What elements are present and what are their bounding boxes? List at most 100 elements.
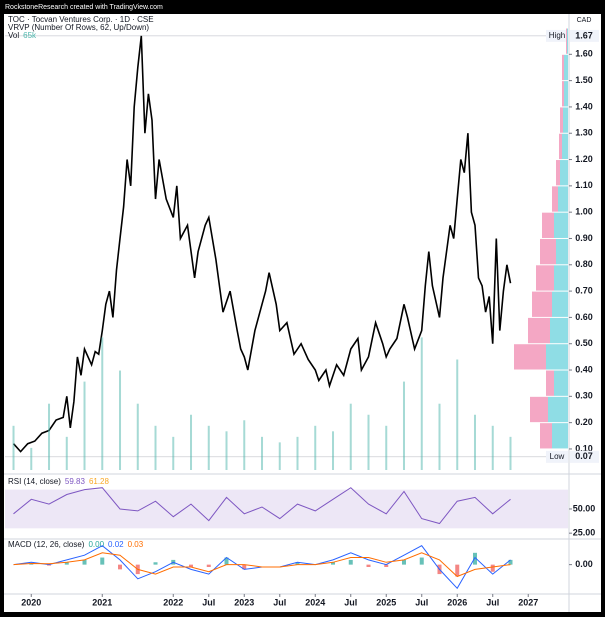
profile-up (546, 344, 568, 370)
y-tick-label: 1.50 (575, 75, 593, 85)
pane-legend: Vol 65k (8, 31, 37, 40)
pane-legend: TOC · Tocvan Ventures Corp. · 1D · CSE (8, 15, 154, 24)
volume-bar (385, 425, 388, 470)
y-tick-label: 25.00 (573, 528, 596, 538)
profile-down (559, 133, 562, 160)
pane-reading: 59.83 (65, 477, 86, 486)
volume-bar (456, 359, 459, 470)
y-unit: CAD (577, 17, 592, 24)
volume-bar (136, 403, 139, 470)
profile-up (552, 291, 568, 317)
price-line (12, 35, 512, 453)
macd-hist (348, 559, 353, 565)
y-tick-label: 0.90 (575, 233, 593, 243)
volume-bar (119, 370, 122, 470)
macd-hist (47, 564, 52, 566)
macd-hist (189, 564, 194, 567)
macd-hist (490, 564, 495, 572)
pane-title: TOC · Tocvan Ventures Corp. · 1D · CSE (8, 15, 154, 24)
signal-line (13, 552, 511, 578)
y-tick-label: 1.10 (575, 180, 593, 190)
profile-down (566, 28, 567, 54)
x-tick-label: Jul (273, 597, 286, 607)
volume-bar (296, 436, 299, 470)
y-tick-label: 1.60 (575, 49, 593, 59)
profile-up (564, 54, 568, 81)
profile-down (562, 81, 564, 107)
macd-hist (401, 559, 406, 565)
macd-hist (295, 562, 300, 565)
macd-hist (384, 564, 389, 567)
profile-down (560, 107, 563, 133)
pane-reading: 61.28 (89, 477, 110, 486)
volume-bar (243, 420, 246, 470)
profile-down (542, 212, 554, 238)
profile-down (536, 265, 554, 291)
y-tick-label: 1.00 (575, 207, 593, 217)
y-tick-label: 1.30 (575, 128, 593, 138)
y-tick-label: 1.40 (575, 101, 593, 111)
profile-down (540, 423, 552, 449)
x-tick-label: 2027 (518, 597, 538, 607)
high-value: 1.67 (575, 30, 593, 40)
y-tick-label: 0.30 (575, 391, 593, 401)
profile-down (528, 317, 550, 344)
macd-hist (64, 562, 69, 565)
profile-up (558, 186, 568, 212)
credit: RockstoneResearch created with TradingVi… (5, 4, 163, 11)
profile-down (532, 291, 552, 317)
profile-up (550, 317, 568, 344)
y-tick-label: 0.80 (575, 259, 593, 269)
volume-bar (367, 414, 370, 470)
y-tick-label: 0.50 (575, 338, 593, 348)
macd-hist (29, 563, 34, 565)
volume-bar (349, 403, 352, 470)
volume-bar (420, 337, 423, 470)
profile-up (554, 370, 568, 396)
profile-up (563, 107, 568, 133)
y-tick-label: 0.10 (575, 443, 593, 453)
macd-hist (508, 559, 513, 565)
y-tick-label: 0.20 (575, 417, 593, 427)
volume-bar (65, 436, 68, 470)
low-name: Low (550, 452, 565, 461)
profile-up (548, 396, 568, 423)
macd-hist (118, 564, 123, 570)
profile-up (560, 160, 568, 186)
volume-bar (509, 436, 512, 470)
profile-up (556, 238, 568, 265)
profile-down (530, 396, 548, 423)
volume-bar (402, 381, 405, 470)
rsi-band (5, 489, 568, 529)
y-tick-label: 0.40 (575, 364, 593, 374)
profile-down (540, 238, 556, 265)
x-tick-label: 2024 (305, 597, 325, 607)
profile-up (564, 81, 568, 107)
high-name: High (549, 31, 565, 40)
volume-bar (438, 403, 441, 470)
macd-hist (153, 562, 158, 565)
y-tick-label: 1.20 (575, 154, 593, 164)
x-tick-label: 2025 (376, 597, 396, 607)
profile-down (514, 344, 546, 370)
low-value: 0.07 (575, 451, 593, 461)
profile-down (556, 160, 560, 186)
pane-title: RSI (14, close) (8, 477, 61, 486)
profile-up (562, 133, 568, 160)
macd-hist (366, 564, 371, 567)
pane-title: VRVP (Number Of Rows, 62, Up/Down) (8, 23, 149, 32)
profile-up (554, 212, 568, 238)
pane-legend: RSI (14, close) 59.83 61.28 (8, 477, 110, 486)
pane-title: Vol (8, 31, 19, 40)
pane-title: MACD (12, 26, close) (8, 540, 85, 549)
pane-reading: 0.00 (88, 540, 104, 549)
pane-legend: VRVP (Number Of Rows, 62, Up/Down) (8, 23, 149, 32)
low-box (546, 450, 568, 463)
macd-hist (206, 564, 211, 567)
x-tick-label: Jul (202, 597, 215, 607)
x-tick-label: 2022 (163, 597, 183, 607)
volume-bar (278, 442, 281, 470)
volume-bar (190, 414, 193, 470)
profile-up (554, 265, 568, 291)
